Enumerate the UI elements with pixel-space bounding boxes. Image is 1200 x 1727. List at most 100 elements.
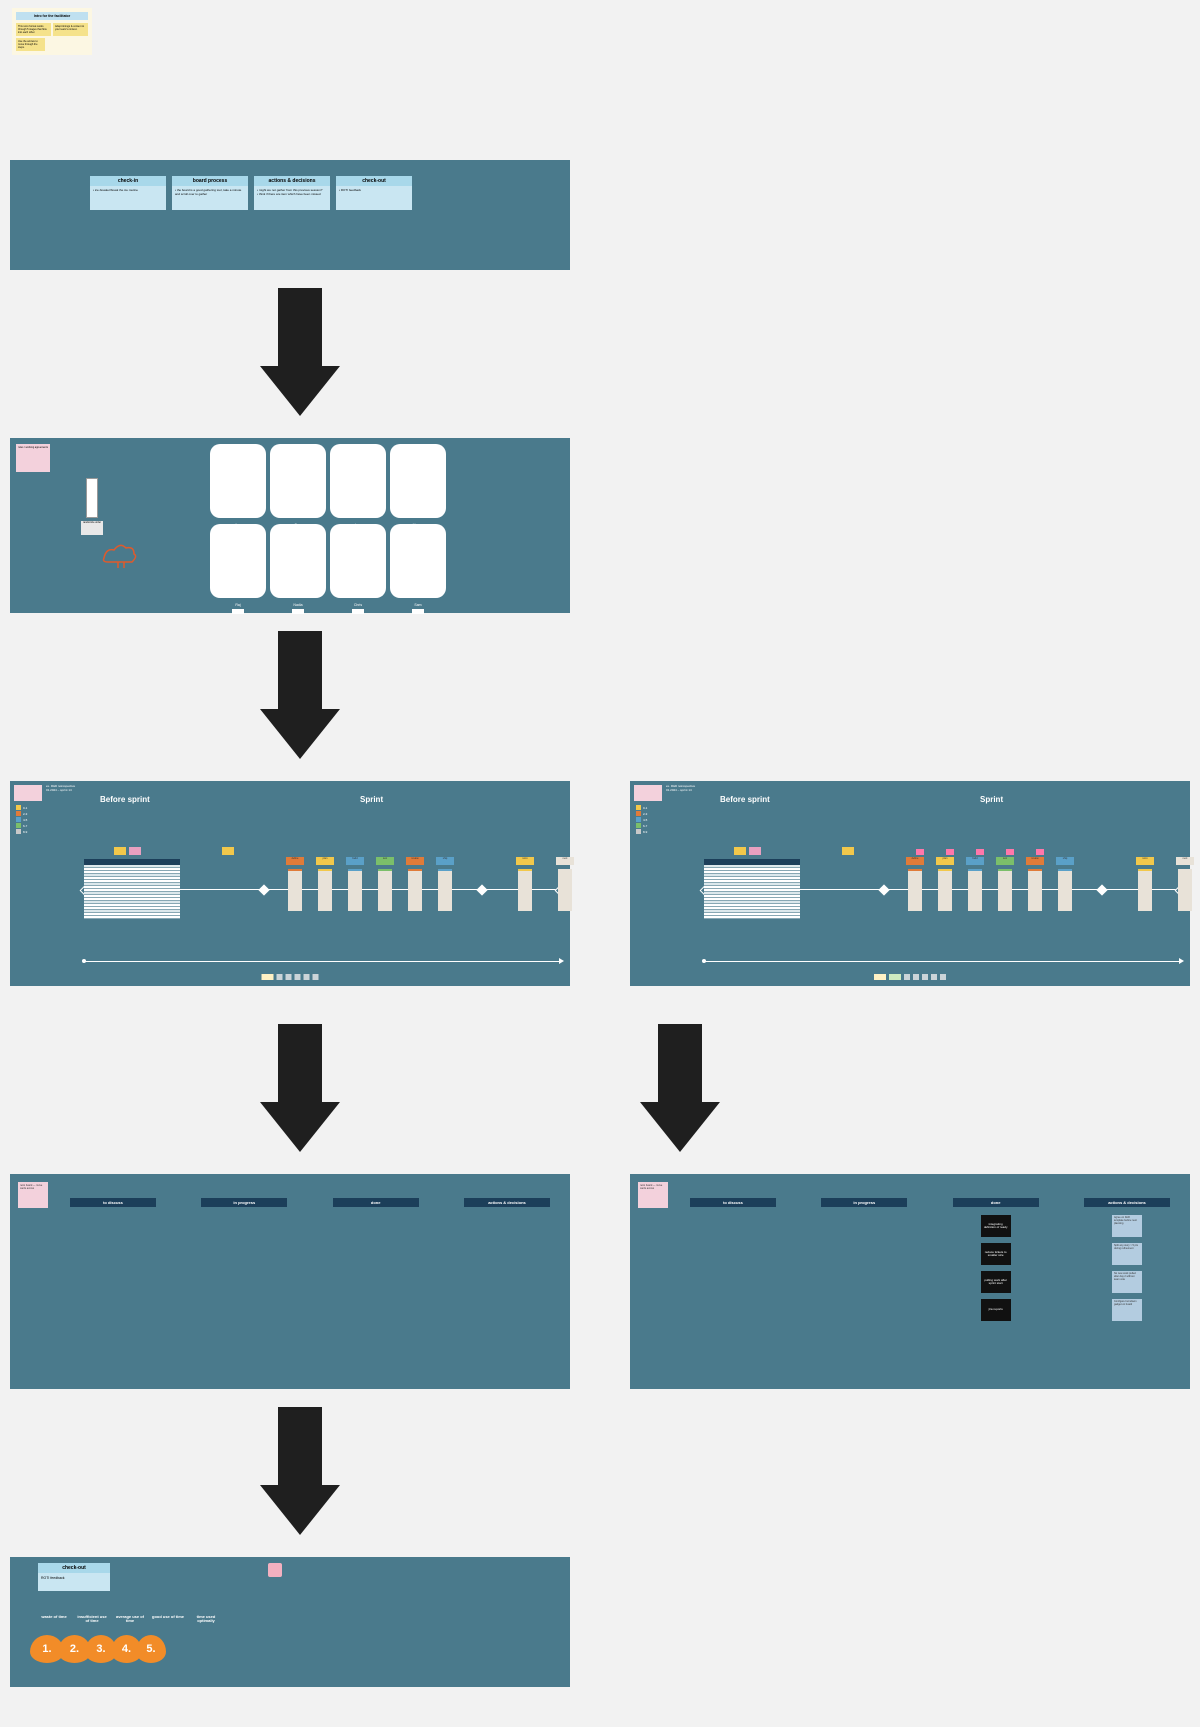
stage-plan[interactable]: plan xyxy=(318,869,332,911)
heading-sprint: Sprint xyxy=(980,795,1003,804)
stage-define[interactable]: define xyxy=(288,869,302,911)
intro-yellow-1: This retro format works through 5 stages… xyxy=(16,23,51,36)
stage-next[interactable]: next xyxy=(558,869,572,911)
corner-note xyxy=(634,785,662,801)
person-card[interactable]: Ana xyxy=(210,444,266,518)
stage-build[interactable]: build xyxy=(968,869,982,911)
done-card[interactable]: reduce tickets to smaller size xyxy=(981,1243,1011,1265)
stage-test[interactable]: test xyxy=(998,869,1012,911)
panel-agenda: check-in • ice-breaker/break the ice rou… xyxy=(10,160,570,270)
stage-plan[interactable]: plan xyxy=(938,869,952,911)
roti-scale-label: insufficient use of time xyxy=(76,1615,108,1624)
table-tag xyxy=(114,847,126,855)
kanban-col-label: in progress xyxy=(821,1198,907,1207)
kanban-col-to-discuss: to discuss xyxy=(690,1198,776,1321)
done-card[interactable]: integrating definition of ready xyxy=(981,1215,1011,1237)
kanban-col-to-discuss: to discuss xyxy=(70,1198,156,1215)
kanban-col-label: actions & decisions xyxy=(464,1198,550,1207)
vote-pin[interactable] xyxy=(976,849,984,855)
corner-note xyxy=(14,785,42,801)
heading-before-sprint: Before sprint xyxy=(100,795,150,804)
before-sprint-table xyxy=(704,859,800,919)
heading-sprint: Sprint xyxy=(360,795,383,804)
milestone-diamond xyxy=(878,884,889,895)
panel-kanban-empty: retro board — move cards across to discu… xyxy=(10,1174,570,1389)
roti-scale-label: time used optimally xyxy=(190,1615,222,1624)
table-tag xyxy=(734,847,746,855)
kanban-note: retro board — move cards across xyxy=(638,1182,668,1208)
kanban-col-label: to discuss xyxy=(690,1198,776,1207)
agenda-col-0: check-in • ice-breaker/break the ice rou… xyxy=(90,176,166,210)
roti-vote-5[interactable]: 5. xyxy=(136,1635,166,1663)
kanban-col-label: actions & decisions xyxy=(1084,1198,1170,1207)
kanban-col-in-progress: in progress xyxy=(201,1198,287,1215)
stage-retro[interactable]: retro xyxy=(518,869,532,911)
lone-tag xyxy=(842,847,854,855)
done-card[interactable]: jira reports xyxy=(981,1299,1011,1321)
intro-facilitator-note: Intro for the facilitator This retro for… xyxy=(12,8,92,55)
vote-pin[interactable] xyxy=(946,849,954,855)
agenda-col-1: board process • the board is a good gath… xyxy=(172,176,248,210)
action-card[interactable]: Split any story > 5 pts during refinemen… xyxy=(1112,1243,1142,1265)
kanban-col-label: in progress xyxy=(201,1198,287,1207)
action-card[interactable]: Configure burndown gadget on board xyxy=(1112,1299,1142,1321)
done-card[interactable]: pulling work after sprint start xyxy=(981,1271,1011,1293)
person-name: Nadia xyxy=(270,603,326,607)
stage-build[interactable]: build xyxy=(348,869,362,911)
intro-yellow-2: Adapt timings & content to your team's c… xyxy=(53,23,88,36)
table-tag xyxy=(129,847,141,855)
kanban-col-done: done xyxy=(333,1198,419,1215)
kanban-col-label: done xyxy=(953,1198,1039,1207)
stage-ship[interactable]: ship xyxy=(1058,869,1072,911)
footer-line xyxy=(84,961,560,962)
kanban-col-done: done integrating definition of ready redu… xyxy=(953,1198,1039,1321)
person-card[interactable]: Lee xyxy=(330,444,386,518)
agenda-col-body: • ice-breaker/break the ice routine xyxy=(90,186,166,210)
action-card[interactable]: No new work pulled after day 2 without t… xyxy=(1112,1271,1142,1293)
fist-of-five[interactable]: 1.2.3.4.5. xyxy=(30,1635,160,1663)
randomize-label: randomize order xyxy=(81,521,103,535)
person-card[interactable]: Sam xyxy=(390,524,446,598)
milestone-diamond xyxy=(1096,884,1107,895)
board-meta: ex. R&D retrospective01.2024 – sprint 14 xyxy=(46,785,75,792)
stage-review[interactable]: review xyxy=(1028,869,1042,911)
legend: 0-12-34-56-78-9 xyxy=(16,805,27,834)
p2-randomizer[interactable]: randomize order xyxy=(84,478,100,535)
person-card[interactable]: Raj xyxy=(210,524,266,598)
vote-pin[interactable] xyxy=(1006,849,1014,855)
roti-scale-label: average use of time xyxy=(114,1615,146,1624)
footer-line xyxy=(704,961,1180,962)
agenda-col-label: actions & decisions xyxy=(254,176,330,186)
table-tag xyxy=(749,847,761,855)
person-name: Chris xyxy=(330,603,386,607)
stamp-icon xyxy=(268,1563,282,1577)
person-card[interactable]: Chris xyxy=(330,524,386,598)
arrow-1 xyxy=(260,288,340,418)
agenda-col-label: check-in xyxy=(90,176,166,186)
arrow-2 xyxy=(260,631,340,761)
person-card[interactable]: Tom xyxy=(270,444,326,518)
before-sprint-table xyxy=(84,859,180,919)
kanban-col-label: to discuss xyxy=(70,1198,156,1207)
milestone-diamond xyxy=(258,884,269,895)
action-card[interactable]: Agree on DoR template before next planni… xyxy=(1112,1215,1142,1237)
checkout-label: check-out xyxy=(38,1563,110,1573)
panel-checkout-roti: check-out ROTI feedback waste of timeins… xyxy=(10,1557,570,1687)
stage-ship[interactable]: ship xyxy=(438,869,452,911)
heading-before-sprint: Before sprint xyxy=(720,795,770,804)
stage-next[interactable]: next xyxy=(1178,869,1192,911)
stage-retro[interactable]: retro xyxy=(1138,869,1152,911)
checkout-box: check-out ROTI feedback xyxy=(38,1563,110,1591)
person-card[interactable]: Megan xyxy=(390,444,446,518)
kanban-col-label: done xyxy=(333,1198,419,1207)
stage-review[interactable]: review xyxy=(408,869,422,911)
person-card[interactable]: Nadia xyxy=(270,524,326,598)
vote-pin[interactable] xyxy=(916,849,924,855)
agenda-col-body: • might we not gather from this previous… xyxy=(254,186,330,210)
vote-pin[interactable] xyxy=(1036,849,1044,855)
stage-define[interactable]: define xyxy=(908,869,922,911)
intro-yellow-3: Use the arrows to move through the steps… xyxy=(16,38,45,51)
panel-timeline-before: ex. R&D retrospective01.2024 – sprint 14… xyxy=(10,781,570,986)
doodle-icon xyxy=(100,538,140,568)
stage-test[interactable]: test xyxy=(378,869,392,911)
